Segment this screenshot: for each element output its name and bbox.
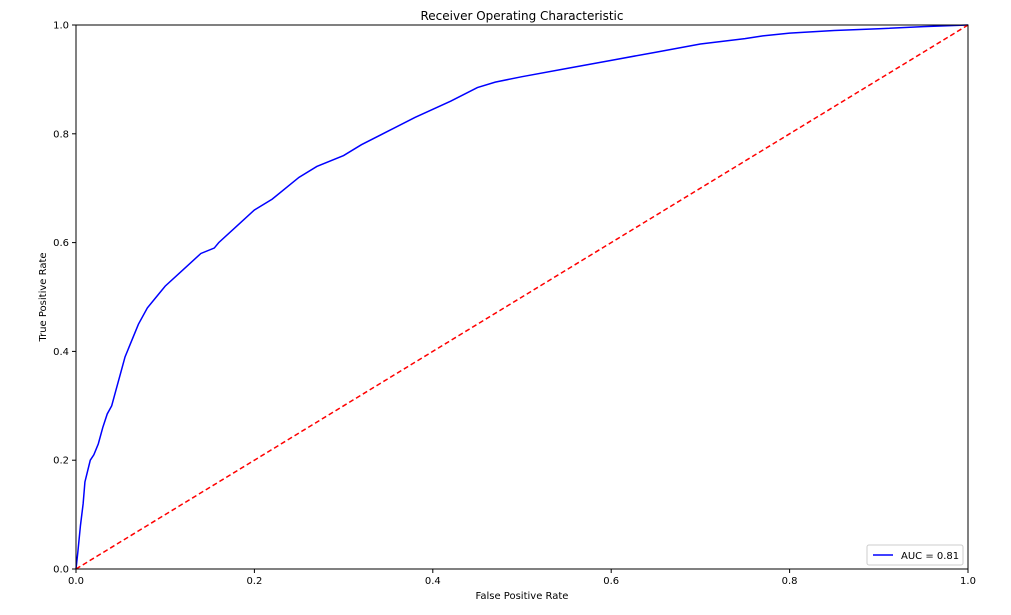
x-tick-label: 1.0 xyxy=(960,576,976,587)
y-tick-label: 1.0 xyxy=(53,21,69,32)
x-axis-ticks: 0.0 0.2 0.4 0.6 0.8 1.0 xyxy=(68,569,976,587)
y-axis-label: True Positive Rate xyxy=(38,252,49,342)
plot-area xyxy=(75,24,969,570)
y-tick-label: 0.2 xyxy=(53,456,69,467)
y-tick-label: 0.6 xyxy=(53,238,69,249)
x-tick-label: 0.2 xyxy=(246,576,262,587)
legend: AUC = 0.81 xyxy=(866,544,964,566)
x-tick-label: 0.0 xyxy=(68,576,84,587)
y-tick-label: 0.4 xyxy=(53,347,69,358)
y-axis-ticks: 0.0 0.2 0.4 0.6 0.8 1.0 xyxy=(53,21,76,576)
chance-diagonal-line xyxy=(75,24,969,570)
x-tick-label: 0.6 xyxy=(603,576,619,587)
x-tick-label: 0.4 xyxy=(425,576,441,587)
roc-curve-line xyxy=(75,24,969,570)
chart-title: Receiver Operating Characteristic xyxy=(420,9,623,23)
plot-frame xyxy=(75,24,969,570)
legend-box xyxy=(866,544,964,566)
legend-label-roc: AUC = 0.81 xyxy=(901,551,959,562)
y-tick-label: 0.0 xyxy=(53,565,69,576)
y-tick-label: 0.8 xyxy=(53,129,69,140)
x-axis-label: False Positive Rate xyxy=(476,591,569,602)
x-tick-label: 0.8 xyxy=(782,576,798,587)
